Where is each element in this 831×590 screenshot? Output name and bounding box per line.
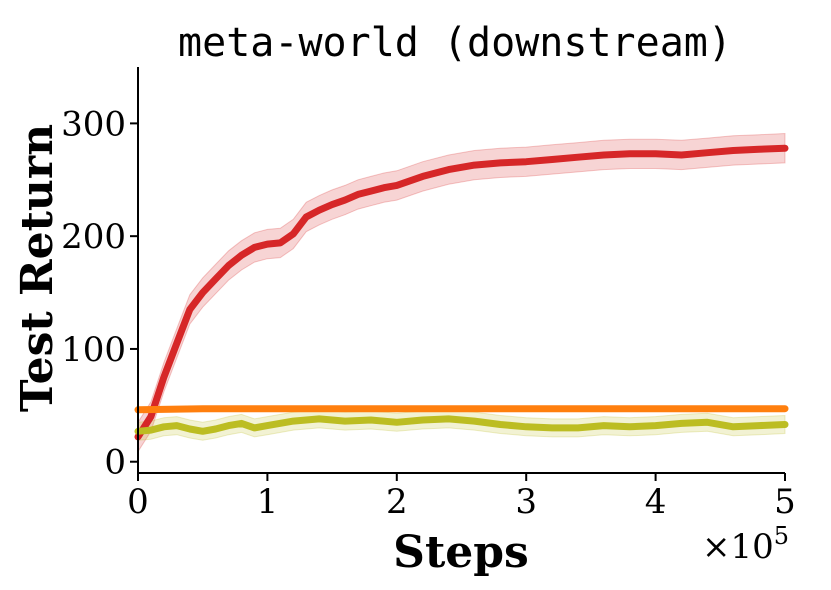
series-1-line <box>134 405 789 414</box>
y-tick-label: 100 <box>61 330 126 370</box>
y-axis-label: Test Return <box>12 124 63 412</box>
series-0-line <box>134 144 789 441</box>
y-tick-label: 0 <box>104 443 126 483</box>
x-multiplier-base: ×10 <box>702 527 774 567</box>
series-0-band <box>137 132 786 454</box>
x-tick-label: 2 <box>386 482 408 522</box>
x-tick-label: 1 <box>257 482 279 522</box>
x-ticks: 0 1 2 3 4 5 <box>127 473 796 522</box>
x-tick-label: 5 <box>774 482 796 522</box>
y-ticks: 0 100 200 300 <box>61 104 138 483</box>
series-2-line <box>134 415 789 435</box>
y-tick-label: 300 <box>61 104 126 144</box>
chart-title: meta-world (downstream) <box>178 20 732 66</box>
x-axis-label: Steps <box>393 527 529 578</box>
x-multiplier: ×105 <box>702 522 789 567</box>
x-tick-label: 0 <box>127 482 149 522</box>
series-lines <box>134 144 789 441</box>
x-multiplier-exponent: 5 <box>774 522 789 550</box>
x-tick-label: 3 <box>515 482 537 522</box>
y-tick-label: 200 <box>61 217 126 257</box>
x-tick-label: 4 <box>645 482 667 522</box>
series-bands <box>137 132 786 454</box>
